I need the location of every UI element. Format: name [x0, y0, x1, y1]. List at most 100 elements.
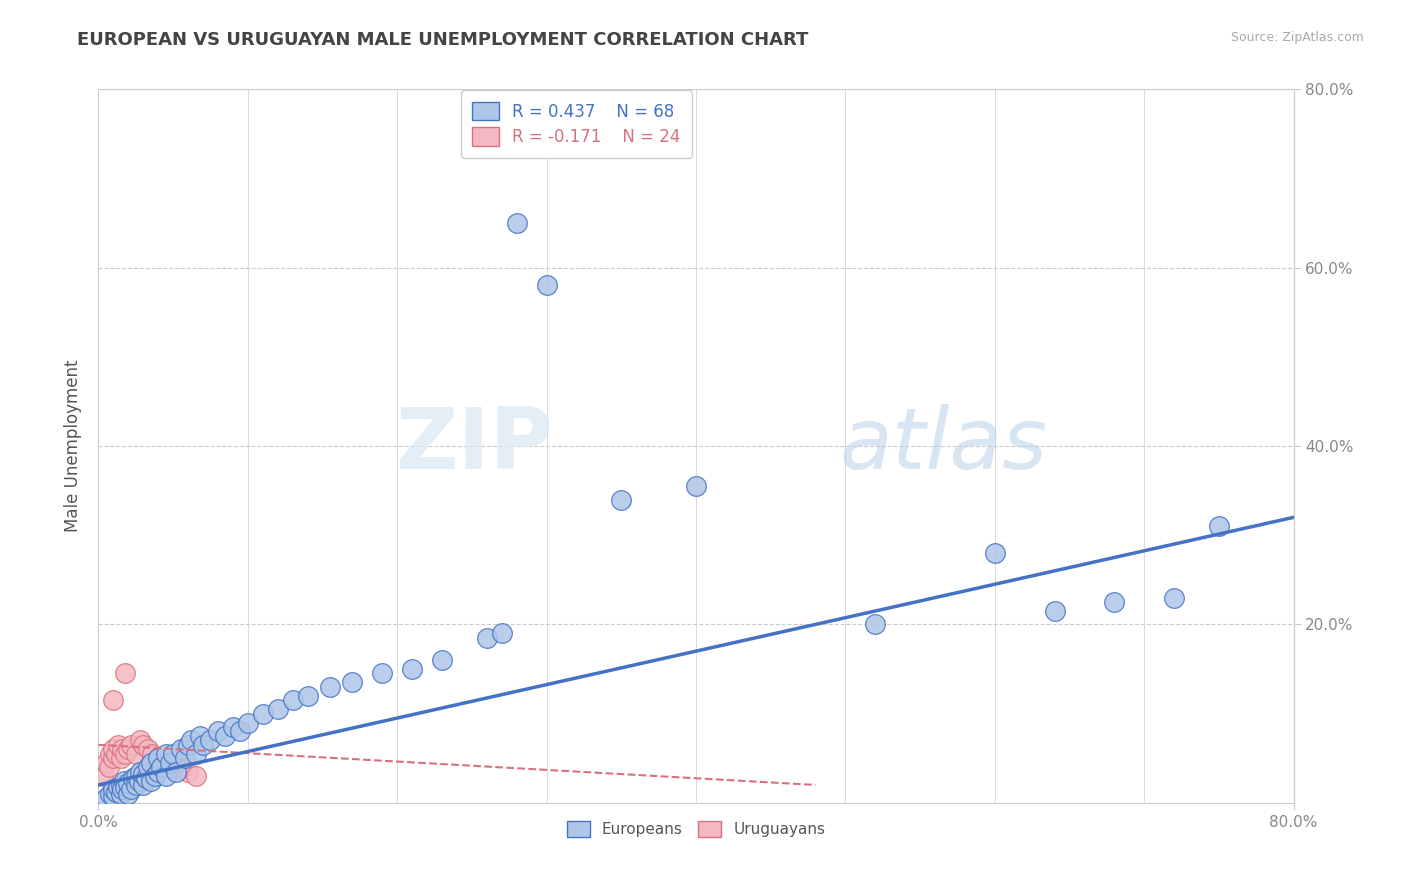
Point: [105, 747, 128, 761]
Point: [200, 733, 222, 747]
Point: [184, 769, 207, 783]
Point: [191, 738, 214, 752]
Point: [125, 747, 148, 761]
Legend: Europeans, Uruguayans: Europeans, Uruguayans: [560, 814, 832, 845]
Y-axis label: Male Unemployment: Male Unemployment: [65, 359, 83, 533]
Point: [281, 693, 304, 707]
Point: [148, 751, 170, 765]
Point: [103, 742, 125, 756]
Point: [169, 762, 191, 776]
Point: [236, 715, 259, 730]
Point: [177, 764, 200, 779]
Point: [207, 724, 229, 739]
Point: [132, 778, 155, 792]
Point: [112, 773, 135, 788]
Point: [117, 742, 139, 756]
Point: [371, 666, 394, 681]
Point: [103, 789, 125, 803]
Point: [342, 675, 364, 690]
Point: [129, 733, 152, 747]
Point: [107, 738, 129, 752]
Point: [491, 626, 513, 640]
Point: [174, 751, 197, 765]
Point: [297, 689, 319, 703]
Point: [162, 760, 184, 774]
Text: atlas: atlas: [839, 404, 1047, 488]
Point: [117, 787, 139, 801]
Text: Source: ZipAtlas.com: Source: ZipAtlas.com: [1230, 31, 1364, 45]
Point: [267, 702, 290, 716]
Point: [984, 546, 1007, 560]
Point: [177, 738, 200, 752]
Point: [98, 747, 122, 761]
Point: [159, 756, 181, 770]
Point: [132, 738, 155, 752]
Point: [121, 771, 143, 785]
Point: [1163, 591, 1185, 605]
Point: [111, 782, 134, 797]
Point: [430, 653, 453, 667]
Point: [139, 773, 162, 788]
Point: [111, 742, 134, 756]
Point: [110, 778, 132, 792]
Point: [91, 769, 114, 783]
Point: [162, 747, 184, 761]
Point: [165, 764, 187, 779]
Point: [148, 751, 170, 765]
Point: [136, 742, 159, 756]
Point: [222, 720, 245, 734]
Point: [98, 787, 122, 801]
Point: [103, 751, 125, 765]
Point: [685, 479, 707, 493]
Point: [110, 751, 132, 765]
Point: [114, 747, 136, 761]
Point: [135, 771, 157, 785]
Point: [1104, 595, 1126, 609]
Point: [125, 769, 148, 783]
Point: [865, 617, 887, 632]
Point: [155, 753, 177, 767]
Point: [155, 747, 177, 761]
Point: [150, 760, 173, 774]
Point: [114, 666, 136, 681]
Point: [401, 662, 423, 676]
Point: [128, 773, 150, 788]
Point: [103, 693, 125, 707]
Point: [125, 778, 148, 792]
Point: [214, 729, 236, 743]
Point: [319, 680, 342, 694]
Point: [120, 782, 142, 797]
Point: [94, 756, 117, 770]
Point: [229, 724, 252, 739]
Text: ZIP: ZIP: [395, 404, 553, 488]
Point: [143, 769, 166, 783]
Point: [97, 760, 120, 774]
Point: [506, 216, 529, 230]
Point: [155, 769, 177, 783]
Point: [110, 787, 132, 801]
Point: [132, 767, 155, 781]
Point: [114, 780, 136, 794]
Point: [252, 706, 274, 721]
Point: [94, 791, 117, 805]
Point: [139, 756, 162, 770]
Point: [1043, 604, 1066, 618]
Point: [141, 747, 163, 761]
Point: [180, 733, 202, 747]
Point: [1208, 519, 1230, 533]
Point: [129, 764, 152, 779]
Point: [107, 780, 129, 794]
Point: [136, 760, 159, 774]
Point: [188, 729, 211, 743]
Point: [184, 747, 207, 761]
Point: [120, 738, 142, 752]
Point: [117, 776, 139, 790]
Point: [169, 742, 191, 756]
Point: [103, 782, 125, 797]
Point: [105, 785, 128, 799]
Point: [536, 278, 558, 293]
Text: EUROPEAN VS URUGUAYAN MALE UNEMPLOYMENT CORRELATION CHART: EUROPEAN VS URUGUAYAN MALE UNEMPLOYMENT …: [77, 31, 808, 49]
Point: [475, 631, 498, 645]
Point: [148, 764, 170, 779]
Point: [610, 492, 633, 507]
